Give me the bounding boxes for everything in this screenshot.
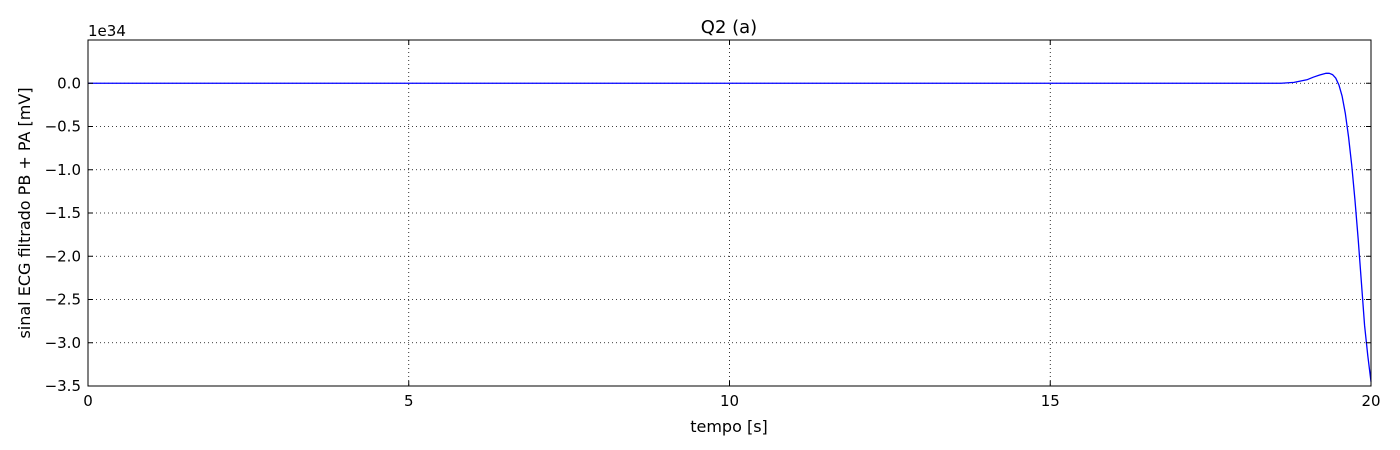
y-tick-label: 0.0 xyxy=(57,74,81,92)
y-tick-label: −1.0 xyxy=(45,161,81,179)
y-tick-label: −2.5 xyxy=(45,291,81,309)
chart-title: Q2 (a) xyxy=(701,17,757,38)
y-tick-label: −2.0 xyxy=(45,247,81,265)
y-tick-label: −1.5 xyxy=(45,204,81,222)
x-axis-label: tempo [s] xyxy=(690,417,768,436)
y-offset-label: 1e34 xyxy=(88,22,126,40)
y-tick-label: −3.5 xyxy=(45,377,81,395)
y-tick-label: −0.5 xyxy=(45,118,81,136)
x-tick-label: 20 xyxy=(1361,392,1380,410)
series-layer xyxy=(88,72,1372,382)
y-axis-label: sinal ECG filtrado PB + PA [mV] xyxy=(15,87,34,338)
tick-layer: 0 5 10 15 20 0.0 −0.5 −1.0 −1.5 −2.0 −2.5 −3.0 −3.5 xyxy=(45,40,1381,410)
y-tick-label: −3.0 xyxy=(45,334,81,352)
x-tick-label: 5 xyxy=(404,392,414,410)
grid-layer xyxy=(88,40,1371,386)
x-tick-label: 10 xyxy=(720,392,739,410)
x-tick-label: 0 xyxy=(83,392,93,410)
series-line xyxy=(88,72,1372,382)
x-tick-label: 15 xyxy=(1041,392,1060,410)
